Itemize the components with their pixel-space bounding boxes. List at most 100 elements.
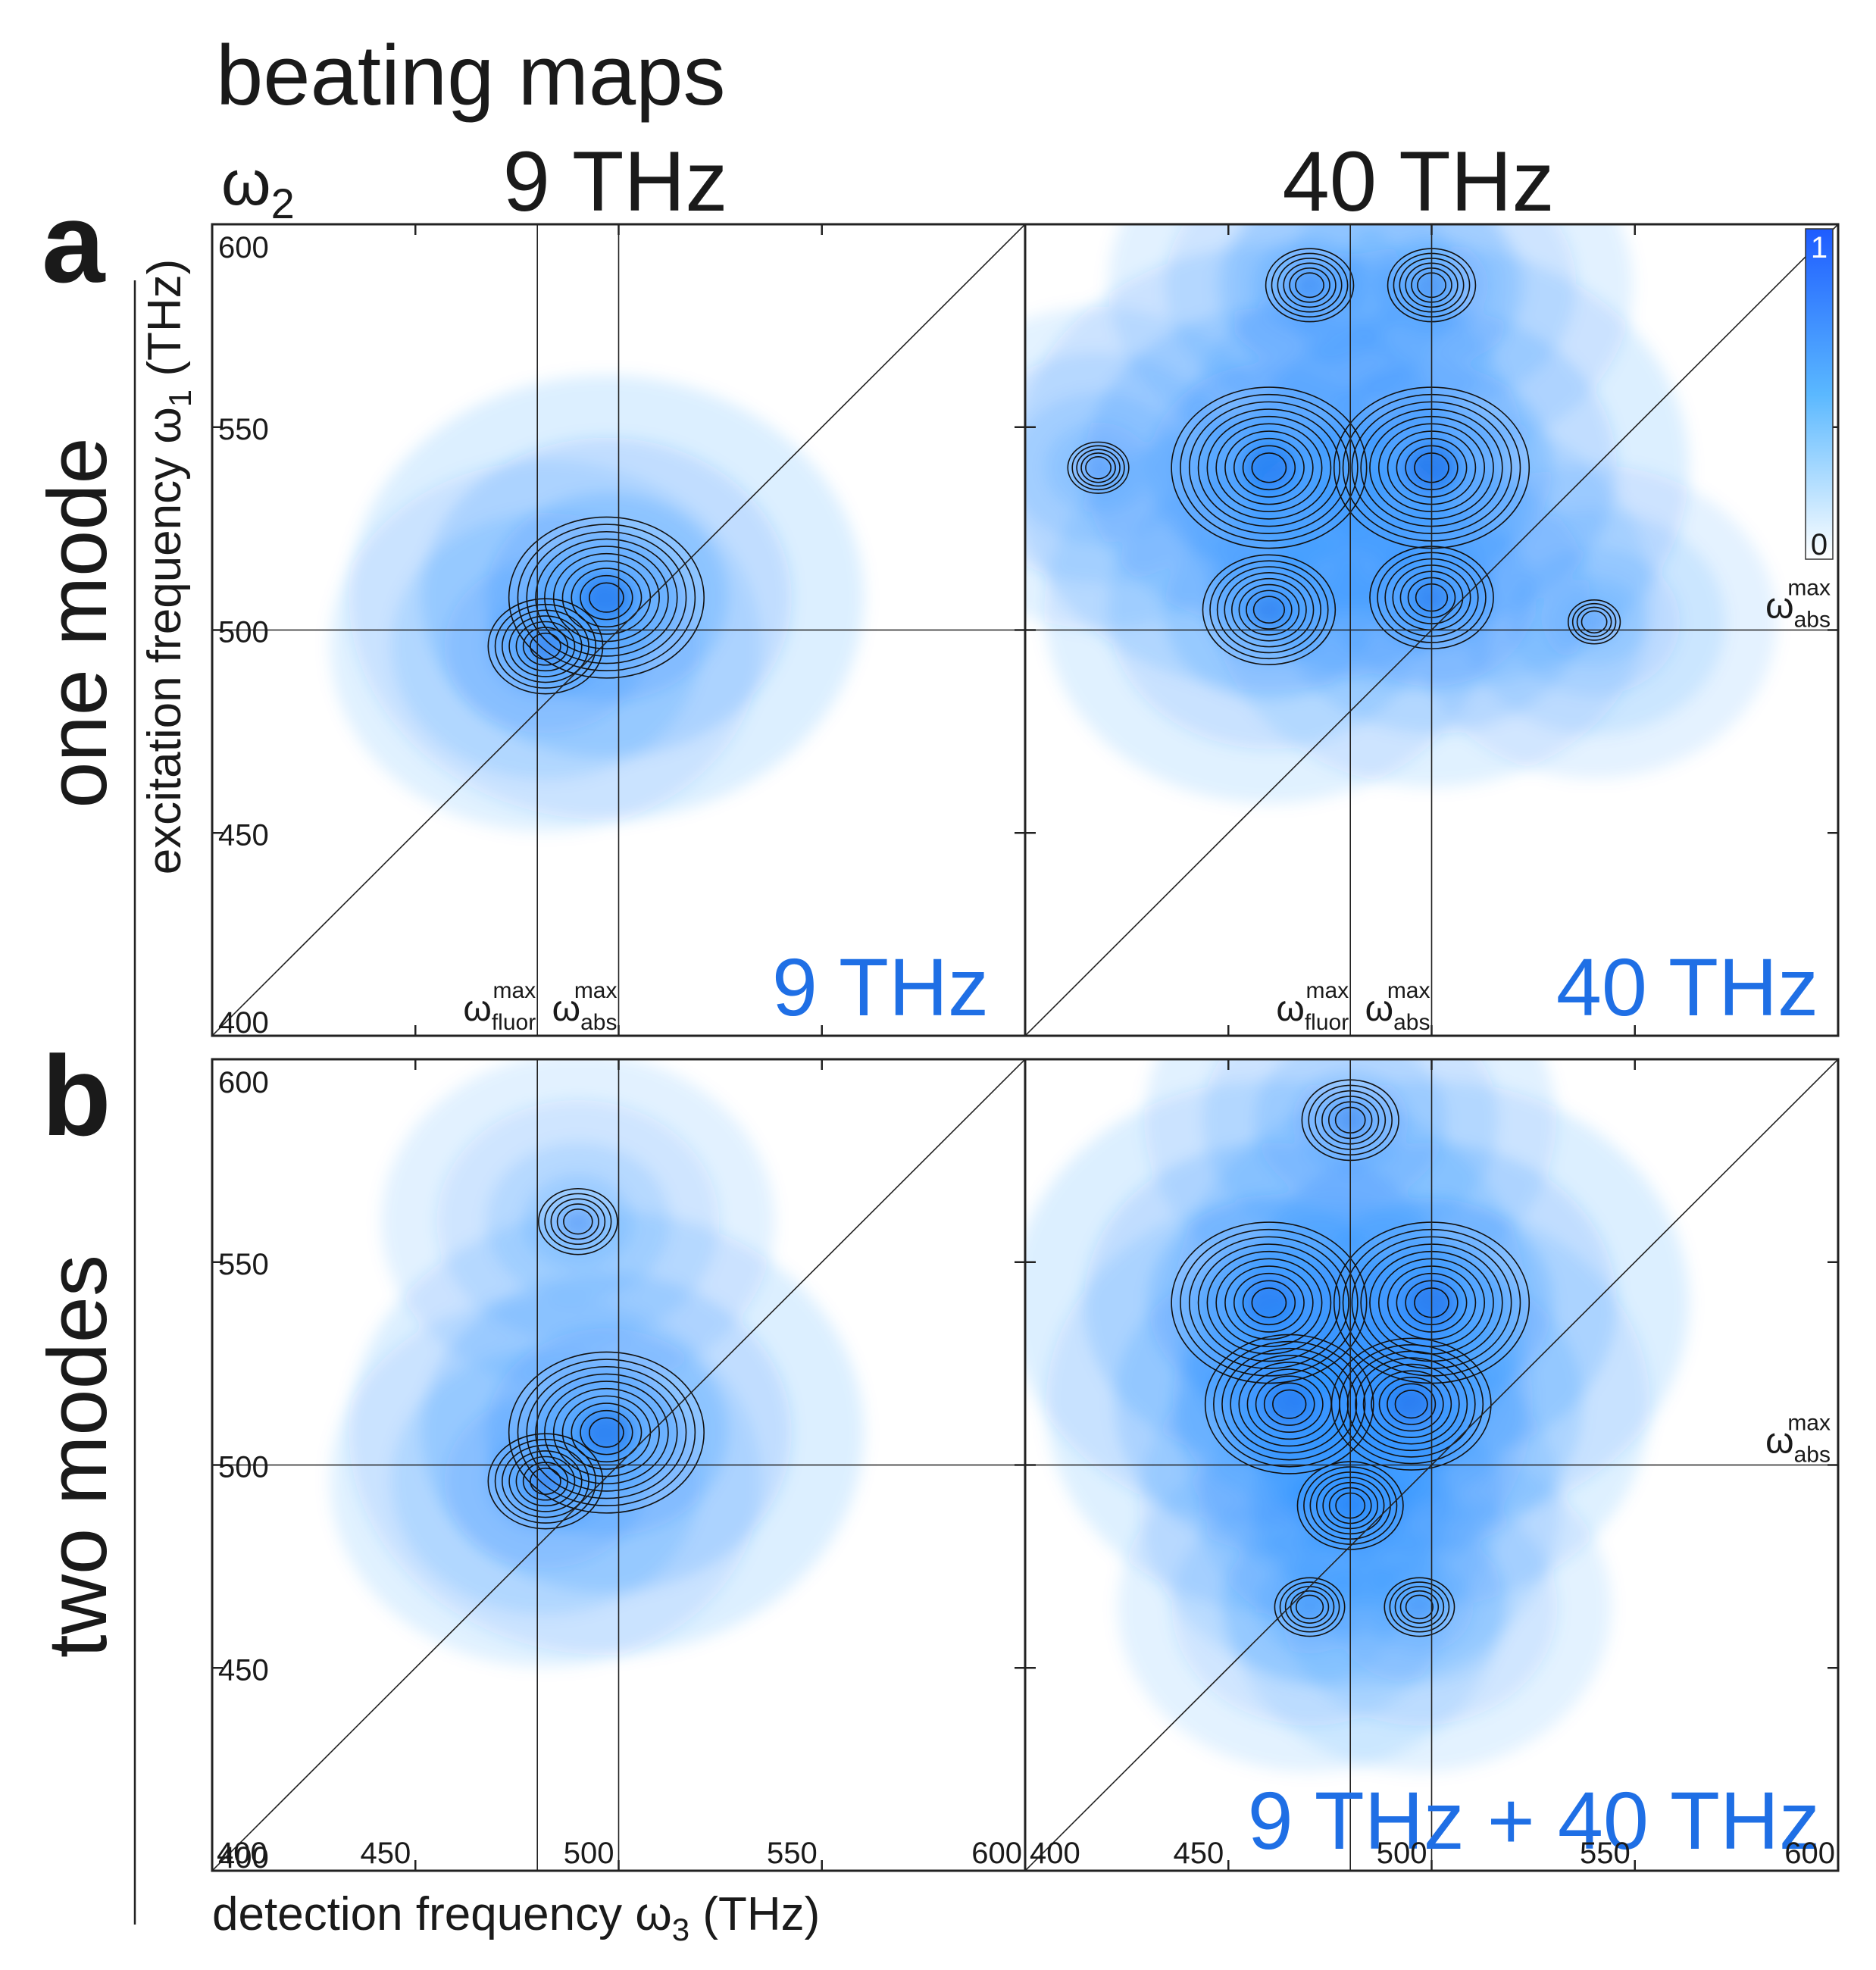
contour-peak-0-ring-5 bbox=[1215, 423, 1323, 513]
contour-peak-0-ring-5 bbox=[1215, 1258, 1323, 1348]
contour-peak-1-ring-5 bbox=[502, 1444, 589, 1518]
omega-abs-label-sub: abs bbox=[580, 1010, 617, 1035]
heat-layer-panel-a-left bbox=[330, 375, 865, 832]
colorbar-max-label: 1 bbox=[1811, 231, 1828, 264]
ytick-label-600: 600 bbox=[218, 231, 269, 264]
colorbar-gradient bbox=[1805, 228, 1834, 560]
x-axis-label: detection frequency ω3 (THz) bbox=[212, 1888, 820, 1947]
contour-peak-6-ring-5 bbox=[1274, 1577, 1346, 1637]
ticks-b-right bbox=[1025, 1059, 1838, 1871]
contour-peak-0-ring-3 bbox=[571, 1402, 643, 1463]
xtick-label-450: 450 bbox=[361, 1837, 411, 1870]
contour-peak-1-ring-1 bbox=[530, 632, 561, 660]
ytick-label-450: 450 bbox=[218, 1653, 269, 1687]
omega-abs-label: ωabs bbox=[1365, 989, 1430, 1035]
contour-peak-0-ring-10 bbox=[1171, 1221, 1368, 1384]
contour-peak-1-ring-2 bbox=[522, 627, 569, 666]
omega-abs-right-label-symbol: ω bbox=[1765, 586, 1793, 627]
contour-peak-0-ring-8 bbox=[526, 1365, 687, 1499]
contour-peak-0-ring-4 bbox=[1224, 1265, 1314, 1340]
contour-peak-2-ring-6 bbox=[1230, 1354, 1349, 1454]
contour-peak-2-ring-3 bbox=[550, 1198, 606, 1245]
contour-peak-0-ring-1 bbox=[589, 582, 624, 613]
contour-peak-2-ring-6 bbox=[1216, 566, 1321, 654]
contour-peak-6-ring-2 bbox=[1080, 452, 1116, 483]
contour-peak-2-ring-7 bbox=[1221, 1347, 1358, 1461]
inset-label-a-right: 40 THz bbox=[1556, 941, 1818, 1033]
contour-peak-3-ring-8 bbox=[1339, 1344, 1484, 1465]
omega-fluor-label-symbol: ω bbox=[463, 989, 491, 1029]
omega-abs-label-sub: abs bbox=[1393, 1010, 1430, 1035]
contour-peak-0-ring-4 bbox=[1224, 430, 1314, 505]
inset-label-a-left: 9 THz bbox=[772, 941, 989, 1033]
contour-peak-2-ring-3 bbox=[1238, 583, 1300, 636]
contour-peak-6-ring-5 bbox=[1067, 441, 1130, 494]
contour-peak-3-ring-7 bbox=[1346, 1350, 1476, 1458]
figure-title: beating maps bbox=[216, 28, 725, 123]
contour-peak-3-ring-5 bbox=[1362, 1363, 1460, 1445]
contour-peak-0-ring-3 bbox=[1233, 1272, 1305, 1333]
contour-peak-0-ring-6 bbox=[544, 1381, 669, 1485]
col-title-40thz: 40 THz bbox=[1283, 134, 1555, 229]
ytick-label-500: 500 bbox=[218, 1451, 269, 1484]
guides-b-right bbox=[1025, 1059, 1838, 1871]
omega-fluor-label-symbol: ω bbox=[1276, 989, 1304, 1029]
contour-peak-3-ring-6 bbox=[1355, 1357, 1468, 1452]
guides-b-left bbox=[212, 1059, 1025, 1871]
heat-peak-core-1 bbox=[528, 631, 563, 661]
contour-peak-6-ring-3 bbox=[1076, 449, 1121, 487]
contour-peak-0-ring-10 bbox=[1171, 386, 1368, 549]
contour-peak-2-ring-3 bbox=[1255, 1375, 1324, 1433]
contour-peak-2-ring-4 bbox=[544, 1193, 612, 1250]
omega-abs-right-label: ωabs bbox=[1765, 586, 1831, 633]
contour-peak-0-ring-6 bbox=[1206, 415, 1332, 520]
row-letter-b: b bbox=[42, 1032, 111, 1159]
contour-peak-1-ring-4 bbox=[508, 1450, 583, 1512]
contour-peak-0-ring-9 bbox=[517, 1359, 696, 1507]
contour-peak-0-ring-7 bbox=[535, 1373, 678, 1492]
contour-peak-7-ring-2 bbox=[1576, 606, 1612, 637]
contour-peak-2-ring-7 bbox=[1209, 560, 1329, 660]
contour-peak-0-ring-2 bbox=[580, 1409, 633, 1456]
contour-peak-2-ring-4 bbox=[1231, 577, 1307, 642]
contour-peak-1-ring-2 bbox=[522, 1462, 569, 1501]
inset-label-b-right: 9 THz + 40 THz bbox=[1248, 1775, 1820, 1866]
xtick-label-600: 600 bbox=[1784, 1837, 1835, 1870]
contour-peak-0-ring-8 bbox=[1188, 1236, 1349, 1370]
contour-peak-7-ring-3 bbox=[1394, 1586, 1445, 1628]
contour-peak-2-ring-1 bbox=[1252, 596, 1286, 624]
omega-fluor-label-sup: max bbox=[1306, 978, 1349, 1003]
heat-peak-core-7 bbox=[1583, 611, 1606, 632]
ytick-label-450: 450 bbox=[218, 818, 269, 852]
contour-peak-2-ring-2 bbox=[1263, 1382, 1315, 1426]
ticks-b-left bbox=[212, 1059, 1025, 1871]
heat-peak-core-7 bbox=[1406, 1595, 1433, 1618]
omega-fluor-label-sup: max bbox=[493, 978, 536, 1003]
contour-peak-1-ring-3 bbox=[515, 621, 576, 672]
omega-abs-right-label-sup: max bbox=[1787, 576, 1831, 601]
contour-peak-4-ring-5 bbox=[1271, 252, 1349, 317]
contour-peak-0-ring-3 bbox=[571, 568, 643, 628]
contour-peak-0-ring-7 bbox=[535, 538, 678, 657]
ticks-a-left bbox=[212, 224, 1025, 1036]
ytick-label-550: 550 bbox=[218, 413, 269, 446]
ytick-label-400: 400 bbox=[218, 1006, 269, 1040]
omega-abs-label: ωabs bbox=[552, 989, 618, 1035]
contour-peak-7-ring-4 bbox=[1389, 1581, 1450, 1633]
contour-peak-3-ring-9 bbox=[1330, 1337, 1492, 1471]
guides-a-right bbox=[1025, 224, 1838, 1036]
omega2-label: ω2 bbox=[221, 147, 295, 227]
contour-peak-3-ring-1 bbox=[1394, 1390, 1428, 1419]
colorbar: 1 0 bbox=[1805, 228, 1834, 561]
contour-peak-4-ring-1 bbox=[1295, 272, 1324, 299]
contour-peak-0-ring-8 bbox=[1188, 401, 1349, 535]
contour-peak-3-ring-3 bbox=[1378, 1376, 1444, 1432]
contour-peak-4-ring-3 bbox=[1283, 262, 1337, 308]
omega-abs-label-symbol: ω bbox=[552, 989, 580, 1029]
contour-peak-2-ring-8 bbox=[1213, 1340, 1366, 1468]
contour-peak-2-ring-2 bbox=[556, 1203, 599, 1240]
ytick-label-550: 550 bbox=[218, 1248, 269, 1281]
